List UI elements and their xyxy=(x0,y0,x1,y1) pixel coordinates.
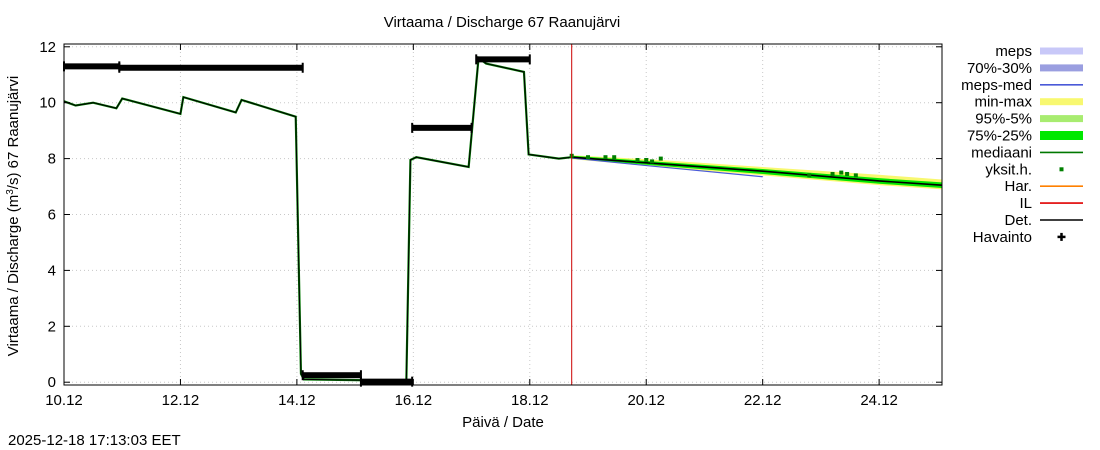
yksit-point xyxy=(853,173,858,178)
series-layer xyxy=(63,55,943,382)
x-tick-label: 22.12 xyxy=(744,392,782,409)
y-axis-label: Virtaama / Discharge (m3/s) 67 Raanujärv… xyxy=(5,76,22,356)
legend-swatch xyxy=(1040,47,1083,55)
y-tick-label: 4 xyxy=(48,262,56,279)
observation-layer xyxy=(63,54,531,387)
meps-med-line xyxy=(571,157,763,178)
mediaani-line xyxy=(571,156,943,186)
x-tick-label: 16.12 xyxy=(395,392,433,409)
timestamp: 2025-12-18 17:13:03 EET xyxy=(8,432,181,449)
yksit-point xyxy=(658,156,663,161)
y-tick-label: 8 xyxy=(48,151,56,168)
y-tick-label: 2 xyxy=(48,318,56,335)
legend-label: mediaani xyxy=(971,144,1032,161)
observation-bar xyxy=(360,378,413,385)
legend: meps70%-30%meps-medmin-max95%-5%75%-25%m… xyxy=(961,43,1083,246)
y-axis-label-prefix: Virtaama / Discharge (m xyxy=(5,195,22,356)
observation-bar xyxy=(64,63,120,70)
y-tick-label: 10 xyxy=(39,95,56,112)
legend-label: yksit.h. xyxy=(985,161,1032,178)
history-det-line xyxy=(63,57,572,382)
yksit-point xyxy=(635,157,640,162)
legend-swatch xyxy=(1040,131,1083,140)
history-green-line xyxy=(63,55,572,382)
yksit-point xyxy=(644,157,649,162)
legend-label: Havainto xyxy=(973,229,1032,246)
y-axis-label-superscript: 3 xyxy=(5,189,16,195)
legend-label: min-max xyxy=(974,94,1032,111)
x-tick-label: 18.12 xyxy=(511,392,549,409)
yksit-point xyxy=(807,173,812,178)
yksit-point xyxy=(603,155,608,160)
legend-label: 95%-5% xyxy=(975,111,1032,128)
legend-label: meps xyxy=(995,43,1032,60)
yksit-point xyxy=(650,159,655,164)
legend-label: 70%-30% xyxy=(967,60,1032,77)
legend-swatch xyxy=(1040,98,1083,106)
chart-title: Virtaama / Discharge 67 Raanujärvi xyxy=(384,14,621,31)
x-tick-label: 12.12 xyxy=(162,392,200,409)
yksit-point xyxy=(839,170,844,175)
legend-label: IL xyxy=(1019,195,1032,212)
y-tick-label: 6 xyxy=(48,207,56,224)
x-axis-label: Päivä / Date xyxy=(462,414,544,431)
y-axis-label-suffix: /s) 67 Raanujärvi xyxy=(5,76,22,189)
legend-label: 75%-25% xyxy=(967,128,1032,145)
legend-label: Har. xyxy=(1004,178,1032,195)
yksit-point xyxy=(586,155,591,160)
legend-label: meps-med xyxy=(961,77,1032,94)
observation-bar xyxy=(412,124,472,131)
legend-swatch xyxy=(1040,115,1083,123)
legend-swatch xyxy=(1059,167,1064,172)
tick-layer: 0 2 4 6 8 10 12 10.12 12.12 14.12 16.12 18.12 20.12 2… xyxy=(39,39,942,409)
observation-bar xyxy=(302,372,361,379)
x-tick-label: 10.12 xyxy=(45,392,83,409)
yksit-point xyxy=(830,171,835,176)
grid-layer xyxy=(63,44,942,385)
x-tick-label: 14.12 xyxy=(278,392,316,409)
legend-swatch xyxy=(1040,64,1083,72)
x-tick-label: 20.12 xyxy=(627,392,665,409)
x-tick-label: 24.12 xyxy=(860,392,898,409)
yksit-point xyxy=(845,171,850,176)
observation-bar xyxy=(476,56,530,63)
observation-bar xyxy=(119,64,303,71)
y-tick-label: 12 xyxy=(39,39,56,56)
plot-frame xyxy=(63,43,943,386)
yksit-point xyxy=(612,155,617,160)
y-tick-label: 0 xyxy=(48,374,56,391)
legend-label: Det. xyxy=(1004,212,1032,229)
band-layer xyxy=(571,155,942,190)
